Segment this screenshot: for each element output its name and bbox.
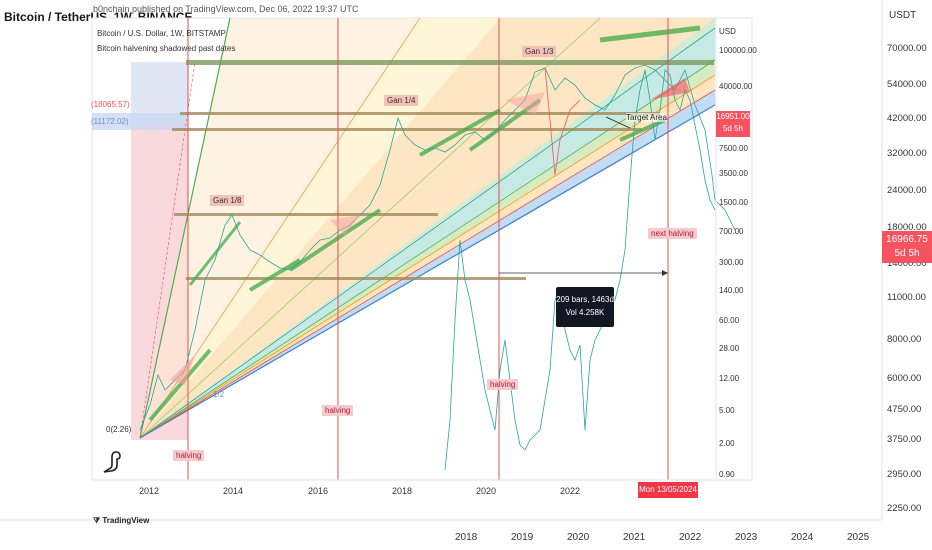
inner-axis-tick: 3500.00 <box>719 169 748 178</box>
fan-wedge-yellow <box>140 18 500 438</box>
dinosaur-icon <box>103 451 121 473</box>
inner-axis-tick: 0.90 <box>719 470 735 479</box>
inner-axis-tick: 40000.00 <box>719 82 753 91</box>
gan-label: Gan 1/8 <box>210 195 245 206</box>
time-axis-tick: 2022 <box>679 532 702 543</box>
inner-price-tag: 16951.00 5d 5h <box>716 111 750 137</box>
fib-zero-label: 0(2.26) <box>106 425 132 434</box>
tradingview-logo: ⧩ TradingView <box>93 516 149 526</box>
current-price-value: 16966.75 <box>886 234 928 245</box>
inner-axis-tick: 60.00 <box>719 316 740 325</box>
right-axis-tick: 11000.00 <box>887 292 926 303</box>
right-currency-label: USDT <box>889 10 917 21</box>
halving-label: halving <box>487 379 519 390</box>
measure-bars: 209 bars, 1463d <box>556 295 614 304</box>
right-axis-tick: 70000.00 <box>887 43 927 54</box>
inner-chart-title: Bitcoin / U.S. Dollar, 1W, BITSTAMP <box>97 29 226 38</box>
inner-axis-tick: 7500.00 <box>719 144 748 153</box>
right-axis-tick: 32000.00 <box>887 148 927 159</box>
time-axis-tick: 2018 <box>455 532 478 543</box>
target-area-label: Target Area <box>626 113 667 122</box>
inner-axis-tick: 300.00 <box>719 258 744 267</box>
measure-tooltip: 209 bars, 1463d Vol 4.258K <box>556 287 614 327</box>
time-axis-tick: 2019 <box>511 532 534 543</box>
inner-x-tick: 2016 <box>308 486 329 496</box>
right-axis-tick: 42000.00 <box>887 113 927 124</box>
right-axis-tick: 4750.00 <box>887 404 922 415</box>
inner-price-value: 16951.00 <box>716 112 750 121</box>
fan-wedge-green1 <box>140 18 715 438</box>
inner-axis-tick: 1500.00 <box>719 198 748 207</box>
right-axis-tick: 8000.00 <box>887 334 922 345</box>
halving-label: halving <box>322 405 354 416</box>
time-axis-tick: 2020 <box>567 532 590 543</box>
time-axis-tick: 2021 <box>623 532 646 543</box>
right-axis-tick: 2950.00 <box>887 469 922 480</box>
inner-currency-label: USD <box>719 27 736 36</box>
right-axis-tick: 6000.00 <box>887 373 922 384</box>
current-price-tag: 16966.75 5d 5h <box>882 231 932 263</box>
halving-label: next halving <box>648 228 697 239</box>
tv-logo-text: TradingView <box>102 516 150 525</box>
inner-chart-subtitle: Bitcoin halvening shadowed past dates <box>97 44 236 53</box>
right-axis-tick: 24000.00 <box>887 185 927 196</box>
gan-label: Gan 1/3 <box>522 46 557 57</box>
fib-level-label: (11172.02) <box>91 117 129 126</box>
inner-x-tick: 2020 <box>476 486 497 496</box>
inner-axis-tick: 700.00 <box>719 227 744 236</box>
inner-price-countdown: 5d 5h <box>722 124 744 133</box>
inner-axis-tick: 100000.00 <box>719 46 757 55</box>
inner-axis-tick: 28.00 <box>719 344 740 353</box>
measure-volume: Vol 4.258K <box>565 308 605 317</box>
inner-axis-tick: 5.00 <box>719 406 735 415</box>
crosshair-date-tag: Mon 13/05/2024 <box>638 482 698 498</box>
inner-x-tick: 2012 <box>139 486 160 496</box>
inner-x-tick: 2014 <box>223 486 244 496</box>
inner-x-tick: 2018 <box>392 486 413 496</box>
halving-label: halving <box>173 450 205 461</box>
gan-label: Gan 1/4 <box>384 95 419 106</box>
time-axis-tick: 2025 <box>847 532 870 543</box>
right-axis-tick: 2250.00 <box>887 503 922 514</box>
shaded-region-blue <box>131 62 188 122</box>
tv-logo-icon: ⧩ <box>93 516 103 525</box>
publish-info: b0nchain published on TradingView.com, D… <box>93 4 359 14</box>
time-axis-tick: 2024 <box>791 532 814 543</box>
fib-level-label: (18065.57) <box>91 100 130 109</box>
right-axis-tick: 3750.00 <box>887 434 922 445</box>
right-axis-tick: 18000.00 <box>887 222 927 233</box>
current-price-countdown: 5d 5h <box>894 248 920 259</box>
shaded-band-blue <box>92 113 186 130</box>
inner-axis-tick: 12.00 <box>719 374 740 383</box>
inner-axis-tick: 140.00 <box>719 286 744 295</box>
inner-x-tick: 2022 <box>560 486 581 496</box>
inner-axis-tick: 2.00 <box>719 439 735 448</box>
fan-half-label: 1/2 <box>213 390 225 399</box>
right-axis-tick: 14000.00 <box>887 258 927 269</box>
right-axis-tick: 54000.00 <box>887 79 927 90</box>
time-axis-tick: 2023 <box>735 532 758 543</box>
